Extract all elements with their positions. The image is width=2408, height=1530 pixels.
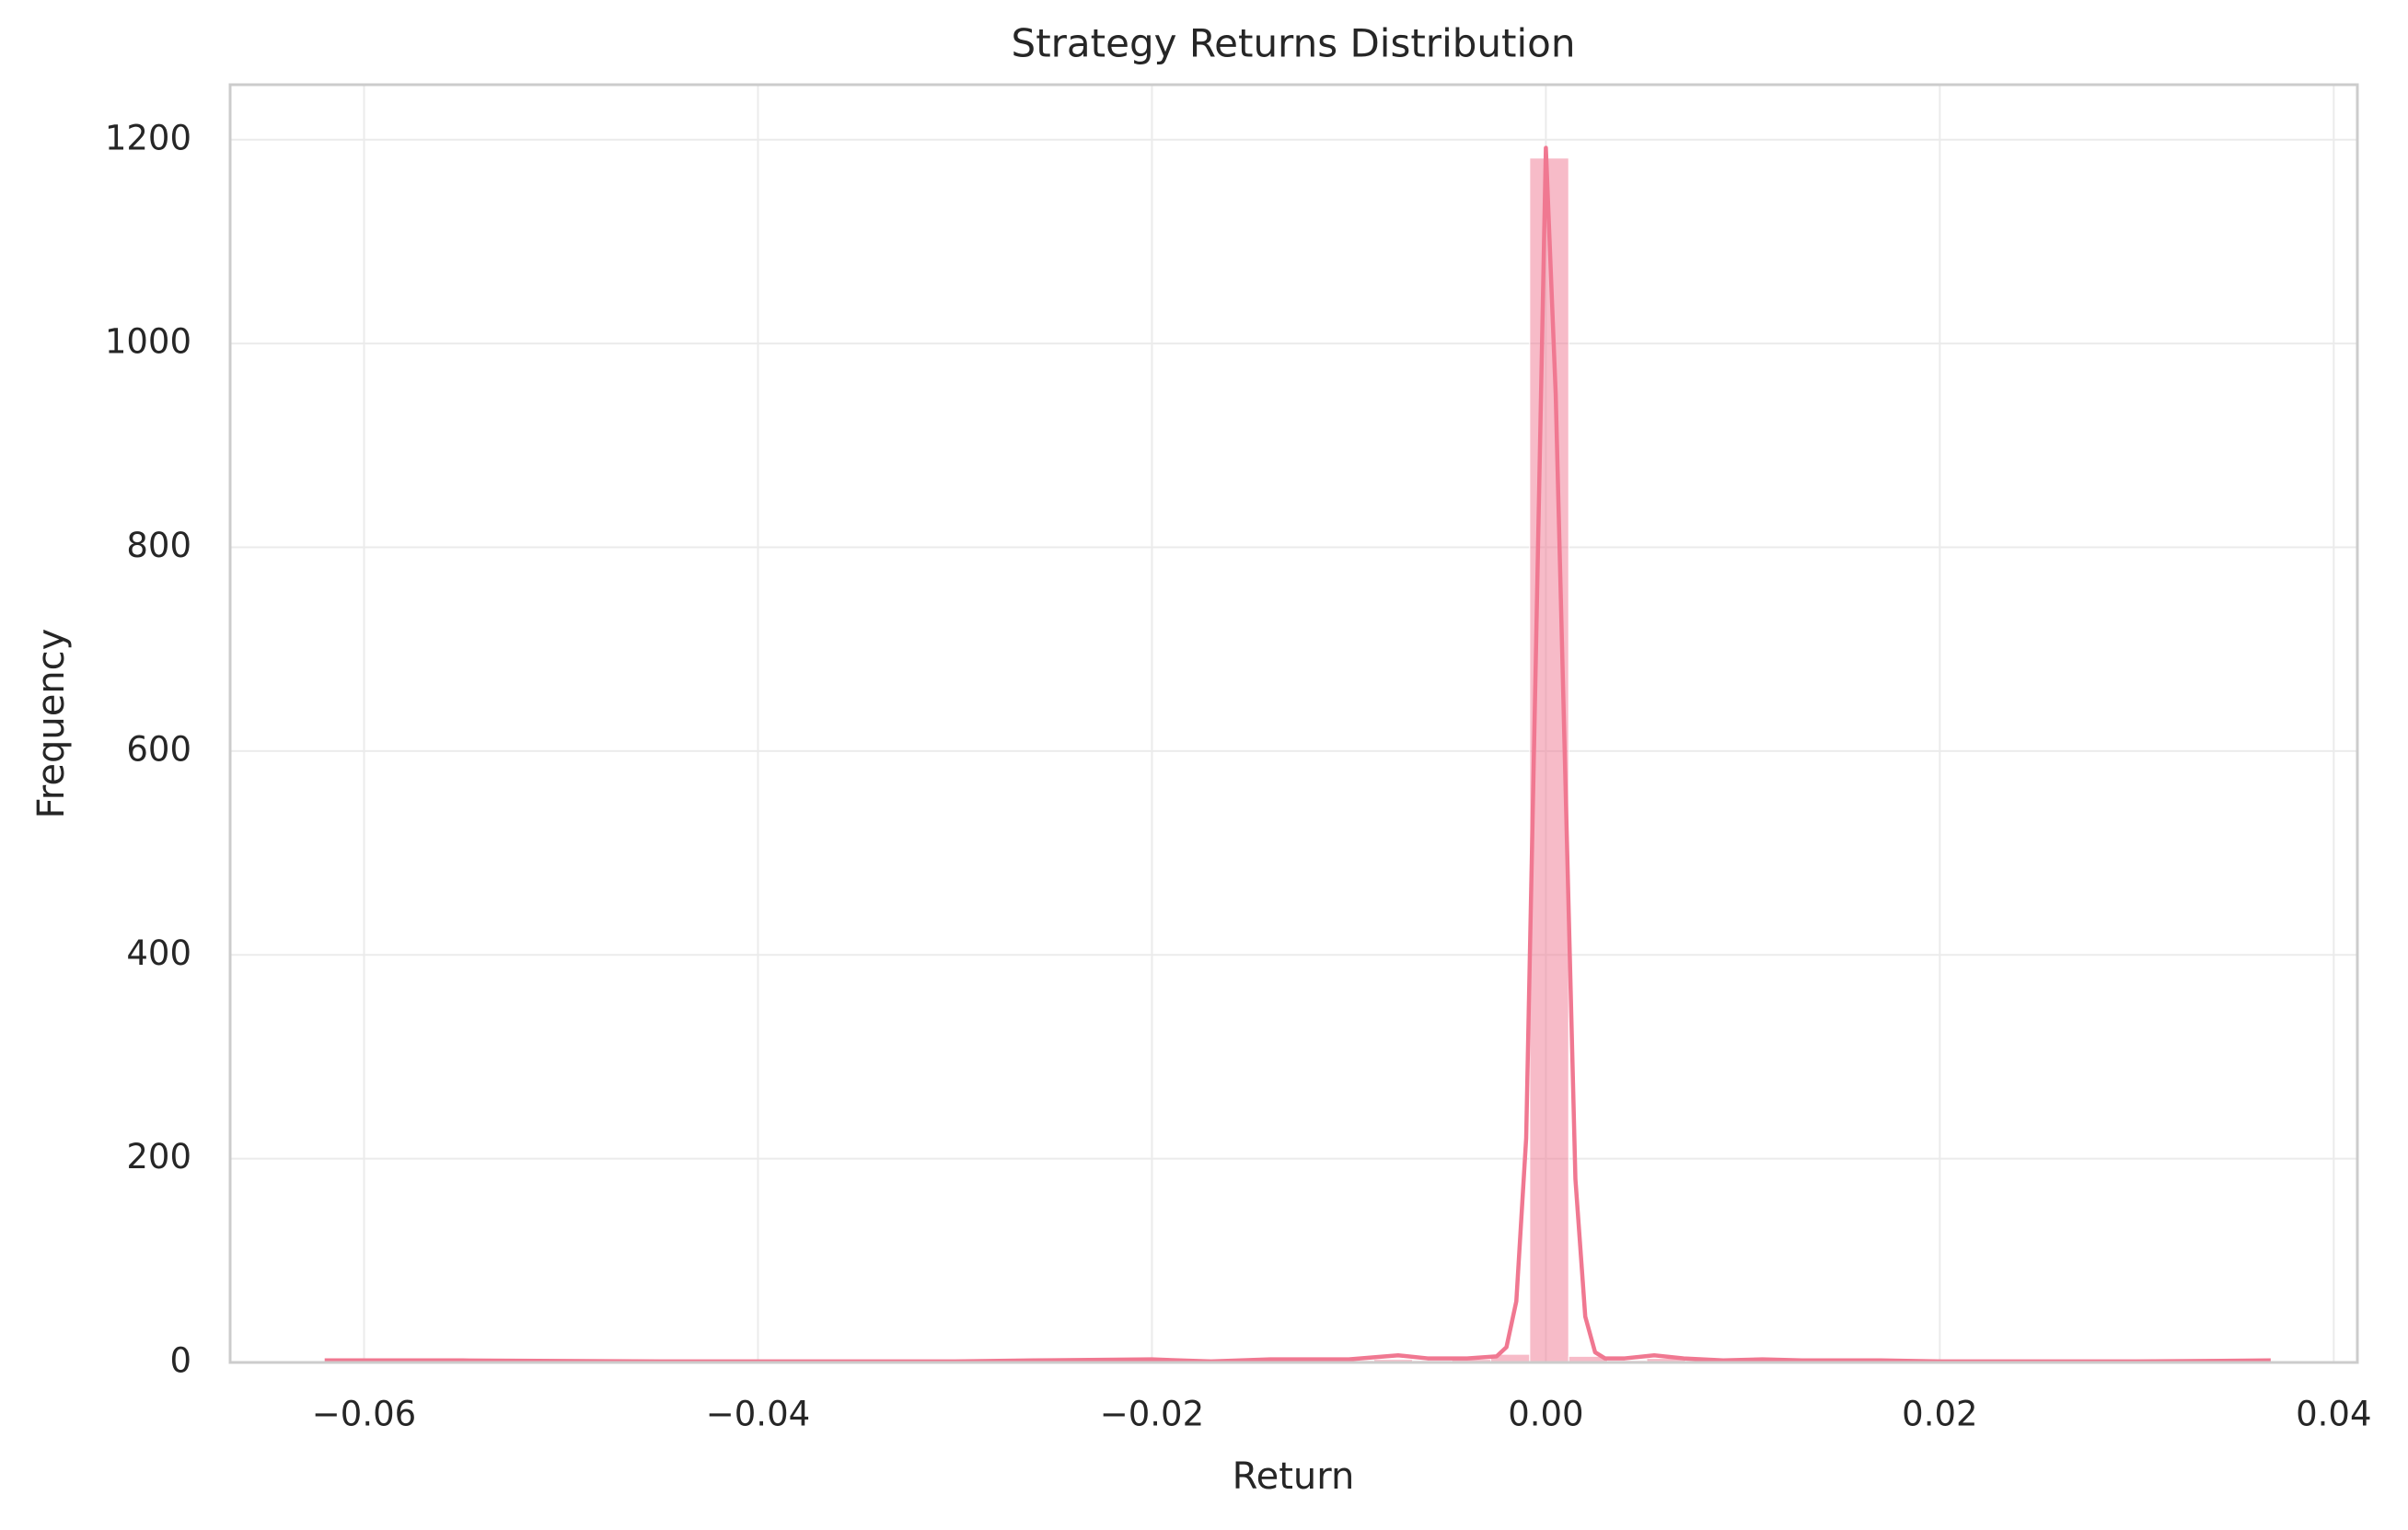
x-tick-label: −0.06 [312, 1395, 416, 1434]
x-tick-label: 0.00 [1508, 1395, 1583, 1434]
x-tick-label: −0.02 [1100, 1395, 1204, 1434]
y-tick-label: 200 [126, 1137, 191, 1176]
x-axis-label: Return [1233, 1455, 1355, 1498]
y-tick-label: 1200 [105, 118, 191, 157]
y-tick-label: 600 [126, 729, 191, 769]
y-tick-label: 0 [169, 1341, 191, 1381]
y-axis-label: Frequency [30, 629, 73, 819]
x-tick-label: 0.04 [2296, 1395, 2371, 1434]
bar [1529, 157, 1569, 1363]
y-tick-label: 400 [126, 933, 191, 973]
kde-line [324, 145, 2271, 1364]
y-tick-label: 1000 [105, 322, 191, 362]
x-tick-label: −0.04 [706, 1395, 810, 1434]
axes-frame [228, 83, 2359, 1364]
y-tick-label: 800 [126, 526, 191, 565]
x-tick-label: 0.02 [1902, 1395, 1977, 1434]
chart-title: Strategy Returns Distribution [1012, 21, 1576, 66]
